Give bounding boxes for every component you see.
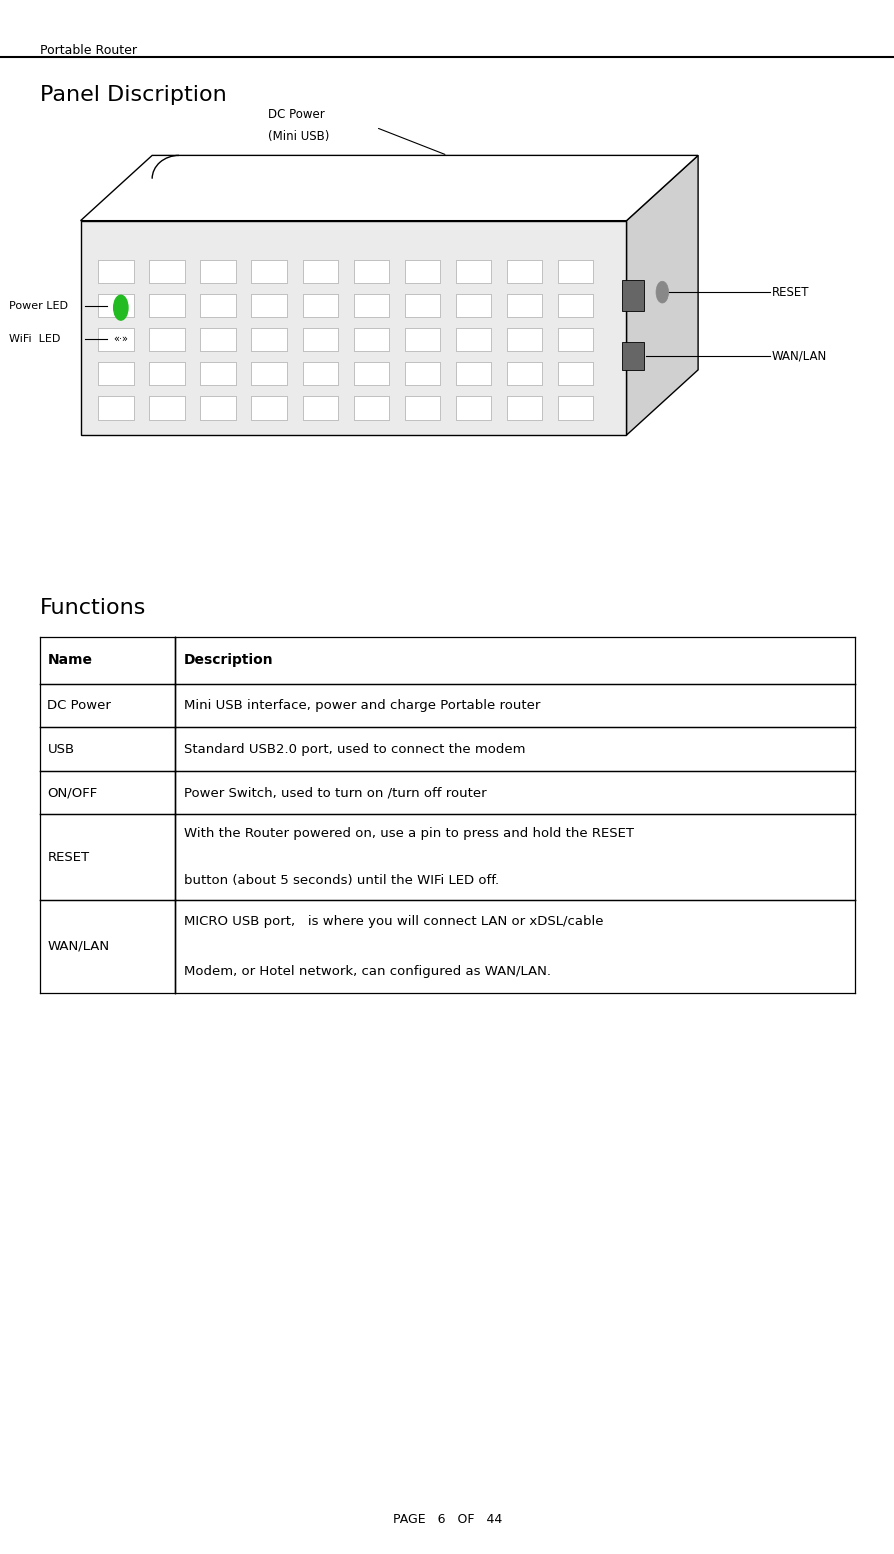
Bar	[353, 260, 389, 283]
Bar	[506, 362, 542, 385]
Bar	[506, 328, 542, 351]
Text: Panel Discription: Panel Discription	[40, 85, 227, 106]
Bar	[506, 294, 542, 317]
Text: (Mini USB): (Mini USB)	[268, 131, 330, 143]
Text: RESET: RESET	[771, 286, 808, 298]
Polygon shape	[80, 155, 697, 221]
Bar	[557, 328, 593, 351]
Text: MICRO USB port,   is where you will connect LAN or xDSL/cable: MICRO USB port, is where you will connec…	[183, 915, 603, 928]
Bar	[251, 294, 287, 317]
Bar	[353, 328, 389, 351]
Bar	[149, 294, 185, 317]
Text: With the Router powered on, use a pin to press and hold the RESET: With the Router powered on, use a pin to…	[183, 827, 633, 841]
Polygon shape	[626, 155, 697, 435]
Bar	[200, 396, 236, 420]
Circle shape	[655, 281, 668, 303]
Text: Standard USB2.0 port, used to connect the modem: Standard USB2.0 port, used to connect th…	[183, 743, 525, 755]
Bar	[200, 260, 236, 283]
Bar	[557, 362, 593, 385]
Bar	[98, 362, 134, 385]
Bar	[302, 294, 338, 317]
Bar	[98, 328, 134, 351]
Bar	[506, 396, 542, 420]
Bar	[404, 260, 440, 283]
Text: PAGE   6   OF   44: PAGE 6 OF 44	[392, 1514, 502, 1526]
Text: WAN/LAN: WAN/LAN	[47, 940, 109, 953]
Text: DC Power: DC Power	[47, 699, 111, 712]
Bar	[353, 396, 389, 420]
Bar	[557, 396, 593, 420]
Bar	[621, 280, 644, 311]
Bar	[506, 260, 542, 283]
Bar	[353, 362, 389, 385]
Circle shape	[114, 295, 128, 320]
Text: Power LED: Power LED	[9, 301, 68, 311]
Bar	[149, 260, 185, 283]
Bar	[404, 396, 440, 420]
Bar	[149, 328, 185, 351]
Bar	[200, 328, 236, 351]
Bar	[200, 294, 236, 317]
Text: WiFi  LED: WiFi LED	[9, 334, 60, 343]
Bar	[557, 260, 593, 283]
Text: USB: USB	[47, 743, 74, 755]
Text: ON/OFF: ON/OFF	[47, 786, 97, 799]
Bar	[200, 362, 236, 385]
Polygon shape	[80, 221, 626, 435]
Text: Portable Router: Portable Router	[40, 44, 137, 56]
Bar	[455, 328, 491, 351]
Bar	[302, 396, 338, 420]
Bar	[302, 260, 338, 283]
Bar	[302, 362, 338, 385]
Text: DC Power: DC Power	[268, 109, 325, 121]
Bar	[251, 396, 287, 420]
Bar	[302, 328, 338, 351]
Text: Functions: Functions	[40, 598, 147, 618]
Text: Name: Name	[47, 653, 92, 668]
Text: WAN/LAN: WAN/LAN	[771, 350, 826, 362]
Text: RESET: RESET	[47, 850, 89, 864]
Bar	[98, 396, 134, 420]
Bar	[353, 294, 389, 317]
Bar	[404, 294, 440, 317]
Bar	[455, 396, 491, 420]
Bar	[621, 342, 644, 370]
Bar	[98, 260, 134, 283]
Bar	[404, 328, 440, 351]
Bar	[98, 294, 134, 317]
Bar	[557, 294, 593, 317]
Text: Modem, or Hotel network, can configured as WAN/LAN.: Modem, or Hotel network, can configured …	[183, 965, 550, 977]
Bar	[251, 362, 287, 385]
Text: button (about 5 seconds) until the WIFi LED off.: button (about 5 seconds) until the WIFi …	[183, 873, 498, 887]
Bar	[455, 260, 491, 283]
Bar	[404, 362, 440, 385]
Bar	[455, 362, 491, 385]
Bar	[149, 396, 185, 420]
Text: Description: Description	[183, 653, 273, 668]
Bar	[455, 294, 491, 317]
Text: Mini USB interface, power and charge Portable router: Mini USB interface, power and charge Por…	[183, 699, 539, 712]
Text: Power Switch, used to turn on /turn off router: Power Switch, used to turn on /turn off …	[183, 786, 485, 799]
Bar	[251, 328, 287, 351]
Bar	[149, 362, 185, 385]
Bar	[251, 260, 287, 283]
Text: «·»: «·»	[114, 334, 128, 343]
